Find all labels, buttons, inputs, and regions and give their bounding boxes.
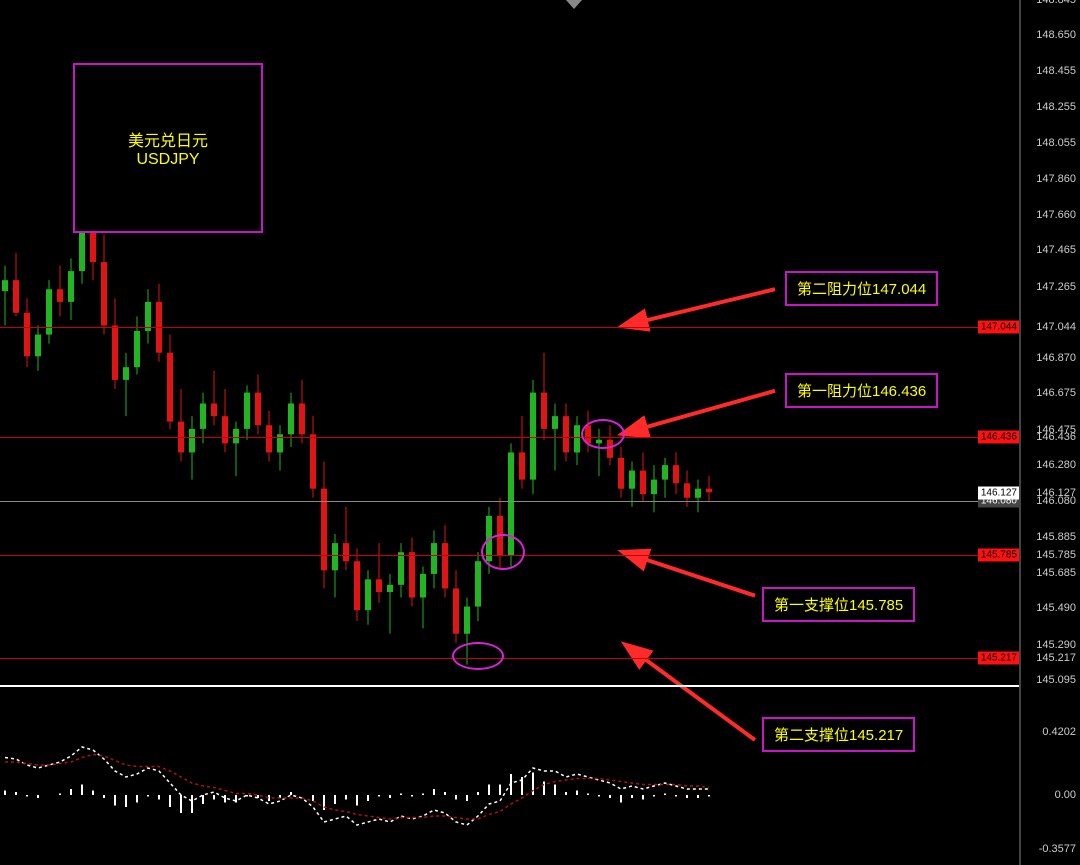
annotation-box: 第一支撑位145.785: [762, 587, 915, 622]
panel-divider: [0, 685, 1020, 687]
price-tick: 146.870: [1036, 352, 1076, 364]
price-tick: 145.290: [1036, 639, 1076, 651]
indicator-tick: 0.4202: [1042, 726, 1076, 738]
price-tick: 148.455: [1036, 65, 1076, 77]
highlight-circle: [452, 642, 504, 670]
price-tick: 147.265: [1036, 281, 1076, 293]
support-resistance-line: [0, 327, 1020, 328]
price-tick: 147.860: [1036, 173, 1076, 185]
current-price-badge: 146.127: [978, 486, 1020, 499]
pair-title-cn: 美元兑日元: [128, 127, 208, 151]
price-tick: 146.675: [1036, 387, 1076, 399]
highlight-circle: [481, 534, 525, 570]
annotation-box: 第二支撑位145.217: [762, 717, 915, 752]
price-axis: 148.845 148.650 148.455 148.255 148.055 147.8…: [1020, 0, 1080, 865]
indicator-tick: 0.00: [1055, 789, 1076, 801]
price-tick: 145.217: [1036, 652, 1076, 664]
price-tick: 147.465: [1036, 244, 1076, 256]
price-tick: 148.055: [1036, 137, 1076, 149]
annotation-box: 第二阻力位147.044: [785, 271, 938, 306]
support-resistance-line: [0, 658, 1020, 659]
pair-title-box: 美元兑日元 USDJPY: [73, 63, 263, 233]
price-tick: 146.080: [1036, 495, 1076, 507]
price-tick: 148.255: [1036, 101, 1076, 113]
price-tick: 145.490: [1036, 602, 1076, 614]
chevron-down-icon[interactable]: [566, 0, 582, 9]
price-tick: 145.685: [1036, 567, 1076, 579]
annotation-box: 第一阻力位146.436: [785, 373, 938, 408]
line-price-label: 145.217: [978, 651, 1020, 664]
price-tick: 146.436: [1036, 431, 1076, 443]
price-tick: 145.095: [1036, 674, 1076, 686]
pair-title-en: USDJPY: [136, 151, 199, 169]
line-price-label: 146.436: [978, 430, 1020, 443]
price-tick: 145.785: [1036, 549, 1076, 561]
support-resistance-line: [0, 437, 1020, 438]
indicator-tick: -0.3577: [1039, 843, 1076, 855]
support-resistance-line: [0, 501, 1020, 502]
price-tick: 147.044: [1036, 321, 1076, 333]
price-tick: 147.660: [1036, 209, 1076, 221]
line-price-label: 145.785: [978, 548, 1020, 561]
price-tick: 146.280: [1036, 459, 1076, 471]
line-price-label: 147.044: [978, 320, 1020, 333]
price-tick: 148.845: [1036, 0, 1076, 6]
price-tick: 145.885: [1036, 531, 1076, 543]
price-tick: 148.650: [1036, 29, 1076, 41]
